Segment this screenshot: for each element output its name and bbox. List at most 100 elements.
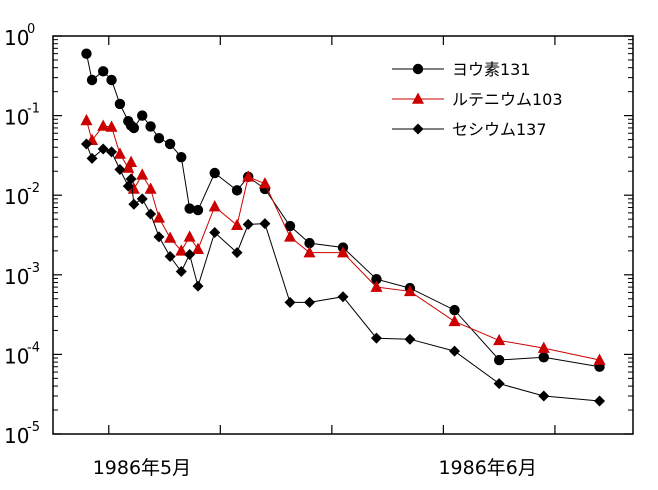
y-tick-label-base: 10 <box>4 344 29 368</box>
series-2-point <box>122 161 135 173</box>
series-2-point <box>403 284 416 297</box>
series-3-point <box>175 266 187 278</box>
x-tick-label: 1986年6月 <box>438 457 536 479</box>
legend-label: ルテニウム103 <box>452 90 563 109</box>
series-2-point <box>370 280 383 292</box>
series-1-point <box>304 237 315 249</box>
series-3-point <box>449 345 461 357</box>
y-tick-label-exponent: -2 <box>27 181 40 196</box>
series-1-point <box>284 220 296 232</box>
series-1-point <box>192 204 204 216</box>
series-1-point <box>86 74 98 86</box>
series-2-point <box>125 155 138 167</box>
series-3-point <box>80 138 92 150</box>
series-2-point <box>258 177 271 189</box>
series-3-point <box>184 248 196 260</box>
series-3-point <box>136 193 148 205</box>
series-2-line <box>86 120 600 361</box>
y-tick-label-exponent: -1 <box>27 102 40 117</box>
series-1-point <box>145 121 156 132</box>
series-3-point <box>242 218 254 230</box>
series-2-point <box>337 246 349 258</box>
series-3-point <box>493 378 505 390</box>
series-3-point <box>304 296 316 308</box>
series-2-point <box>136 168 149 180</box>
series-2-point <box>242 170 255 182</box>
legend: ヨウ素131 ルテニウム103 セシウム137 <box>392 60 563 139</box>
y-tick-label-exponent: -3 <box>27 261 40 276</box>
series-3-point <box>86 152 98 164</box>
series-2-point <box>231 218 244 230</box>
y-tick-label-base: 10 <box>4 424 29 448</box>
legend-marker <box>412 92 424 104</box>
series-1-point <box>164 138 176 150</box>
y-tick-label-base: 10 <box>4 106 29 130</box>
series-2-point <box>152 211 165 223</box>
series-3-point <box>128 198 140 210</box>
series-1-point <box>153 133 165 144</box>
series-1-point <box>137 110 148 121</box>
y-tick-label-exponent: 0 <box>27 22 35 37</box>
legend-marker <box>412 63 424 75</box>
series-1-point <box>128 122 140 134</box>
legend-label: ヨウ素131 <box>452 60 531 79</box>
legend-marker <box>412 123 424 135</box>
series-3-point <box>164 250 176 262</box>
series-3-point <box>192 280 204 292</box>
series-2-point <box>183 230 196 242</box>
plot-area <box>52 35 634 435</box>
series-3-point <box>125 173 137 185</box>
series-1-point <box>538 352 549 363</box>
series-1-point <box>371 274 382 285</box>
series-2-point <box>537 341 550 353</box>
series-1-point <box>81 48 92 59</box>
series-layer <box>80 48 606 407</box>
series-1-point <box>493 354 505 366</box>
series-3-point <box>231 247 243 259</box>
series-1-point <box>231 185 243 196</box>
series-3-point <box>538 390 550 402</box>
x-tick-label: 1986年5月 <box>93 457 191 479</box>
series-1-point <box>114 98 126 110</box>
x-axis-ticks: 1986年5月 1986年6月 <box>93 36 556 479</box>
series-3-point <box>153 231 165 243</box>
y-tick-label-exponent: -5 <box>27 420 40 435</box>
series-1-point <box>106 74 117 86</box>
series-2-point <box>593 353 606 365</box>
series-2-point <box>175 244 188 256</box>
series-3-point <box>106 146 118 158</box>
series-3-point <box>97 143 109 155</box>
series-3-point <box>404 333 416 345</box>
y-tick-label-base: 10 <box>4 265 29 289</box>
series-3-point <box>337 291 349 303</box>
series-2-point <box>113 147 126 159</box>
y-tick-label-base: 10 <box>4 26 29 50</box>
series-2-point <box>144 182 157 194</box>
series-3-point <box>370 332 382 344</box>
series-3-point <box>209 226 221 238</box>
series-3-point <box>114 164 126 176</box>
series-2-point <box>448 314 461 327</box>
series-2-point <box>303 246 316 258</box>
series-2-point <box>208 200 221 212</box>
series-2 <box>80 113 606 365</box>
y-tick-label-exponent: -4 <box>27 340 40 355</box>
series-1-point <box>176 152 187 163</box>
series-2-point <box>80 113 93 126</box>
series-2-point <box>192 242 204 254</box>
series-2-point <box>105 120 118 132</box>
series-1-point <box>449 304 460 316</box>
series-2-point <box>127 182 140 194</box>
series-2-point <box>164 231 177 243</box>
series-3-point <box>594 395 606 407</box>
series-2-point <box>493 333 506 346</box>
series-3-point <box>145 208 157 220</box>
series-1-point <box>209 167 220 179</box>
series-2-point <box>284 230 297 242</box>
series-3 <box>80 138 606 407</box>
series-3-point <box>259 218 271 230</box>
series-1-point <box>97 66 109 77</box>
y-tick-label-base: 10 <box>4 185 29 209</box>
